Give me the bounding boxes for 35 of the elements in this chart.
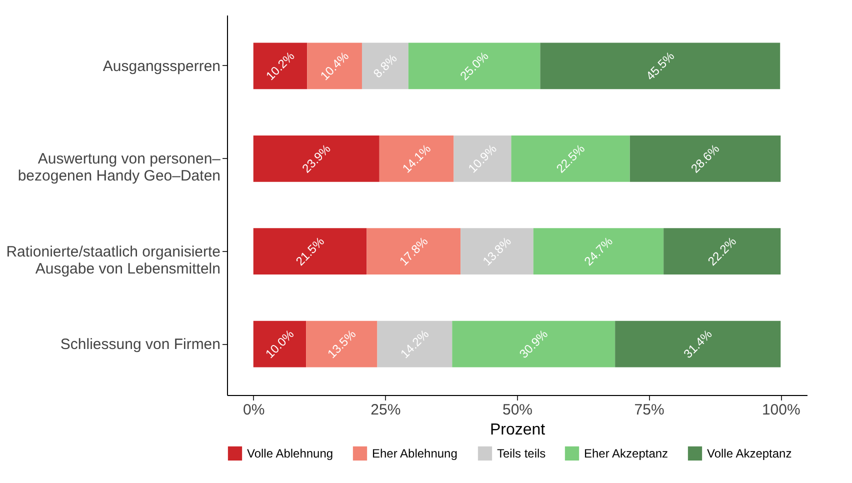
- legend-label: Volle Akzeptanz: [707, 446, 792, 460]
- y-tick-label: Schliessung von Firmen: [60, 336, 220, 354]
- x-tick-label: 50%: [502, 402, 533, 418]
- y-tick-label: Ausgangssperren: [102, 58, 220, 75]
- bar: [630, 135, 781, 182]
- x-tick-label: 0%: [243, 402, 265, 418]
- x-tick-label: 25%: [370, 402, 401, 418]
- y-tick-label: Auswertung von personen– bezogenen Handy Geo–Daten: [18, 150, 222, 185]
- legend-label: Teils teils: [497, 446, 546, 460]
- bar: [253, 320, 306, 368]
- bar: [366, 228, 461, 275]
- bar: [377, 320, 452, 368]
- bar: [307, 42, 362, 90]
- bar: [452, 320, 616, 368]
- bar: [253, 135, 380, 182]
- bar: [454, 135, 512, 182]
- bar: [362, 42, 408, 90]
- bar: [379, 135, 454, 182]
- x-axis-title: Prozent: [490, 422, 546, 438]
- bar: [253, 42, 308, 90]
- bar: [533, 228, 664, 275]
- legend-label: Volle Ablehnung: [247, 446, 334, 460]
- legend-label: Eher Ablehnung: [372, 446, 458, 460]
- legend-label: Eher Akzeptanz: [584, 446, 668, 460]
- bar: [408, 42, 540, 90]
- y-tick-label: Rationierte/staatlich organisierte Ausgabe von Lebensmitteln: [6, 243, 220, 278]
- x-tick-label: 100%: [762, 402, 800, 418]
- bar: [511, 135, 630, 182]
- bar: [540, 42, 780, 90]
- x-tick-label: 75%: [634, 402, 664, 418]
- bar: [253, 228, 367, 275]
- bar: [460, 228, 534, 275]
- bar: [306, 320, 378, 368]
- bar: [615, 320, 781, 368]
- bar: [664, 228, 781, 275]
